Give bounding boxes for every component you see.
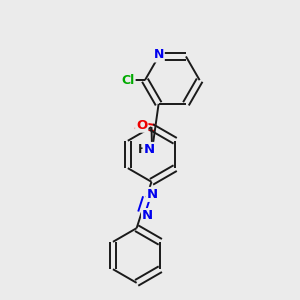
Text: N: N	[153, 49, 164, 62]
Text: N: N	[147, 188, 158, 201]
Text: Cl: Cl	[122, 74, 135, 87]
Text: O: O	[136, 118, 147, 132]
Text: N: N	[142, 209, 153, 222]
Text: N: N	[144, 143, 155, 156]
Text: H: H	[138, 143, 148, 156]
